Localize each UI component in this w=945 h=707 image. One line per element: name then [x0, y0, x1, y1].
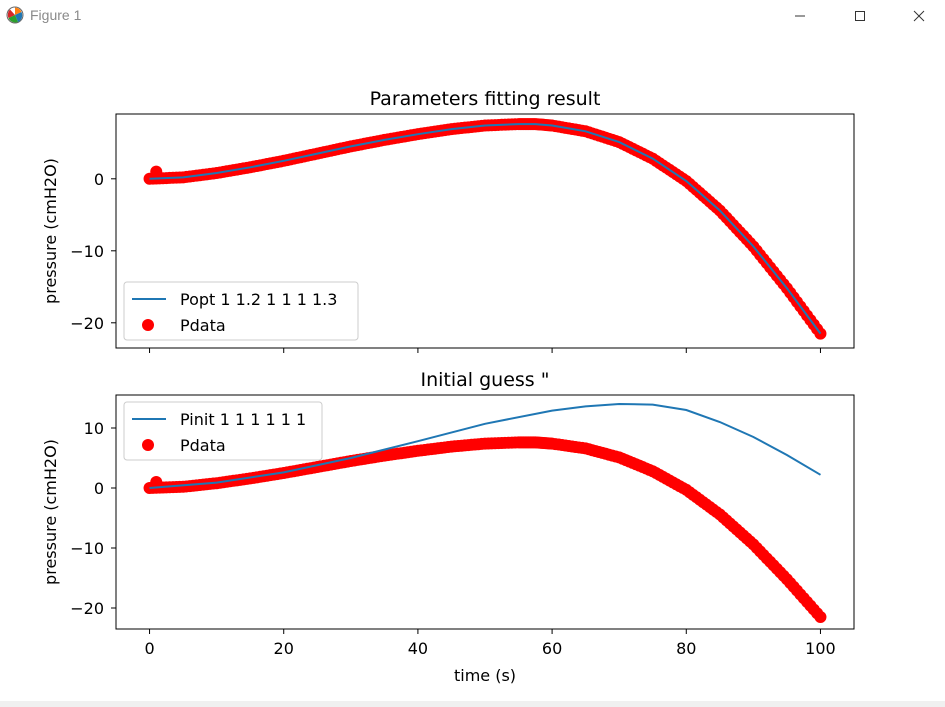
x-axis-label: time (s)	[454, 666, 516, 685]
x-tick-label: 0	[144, 639, 154, 658]
legend-box	[123, 281, 359, 341]
window-titlebar: Figure 1	[0, 0, 945, 32]
close-icon	[913, 10, 925, 22]
x-tick-label: 40	[408, 639, 428, 658]
y-tick-label: 0	[94, 170, 104, 189]
chart-title: Initial guess "	[421, 369, 550, 391]
matplotlib-app-icon	[6, 6, 24, 24]
x-tick-label: 20	[274, 639, 294, 658]
x-tick-label: 80	[676, 639, 696, 658]
series-line	[149, 123, 822, 335]
legend-marker	[142, 439, 154, 451]
y-tick-label: −10	[70, 539, 104, 558]
figure-canvas: Parameters fitting result 0 −10 −20 pressure…	[41, 88, 855, 685]
x-tick-label: 100	[805, 639, 836, 658]
legend-label: Pinit 1 1 1 1 1 1	[180, 410, 306, 429]
chart-title: Parameters fitting result	[370, 88, 601, 110]
legend-label: Popt 1 1.2 1 1 1 1.3	[180, 290, 337, 309]
legend: Pinit 1 1 1 1 1 1 Pdata	[123, 401, 323, 461]
y-tick-label: 0	[94, 479, 104, 498]
x-tick-label: 60	[542, 639, 562, 658]
legend-label: Pdata	[180, 436, 226, 455]
series-group	[143, 118, 827, 340]
maximize-icon	[855, 11, 865, 21]
series-group	[143, 402, 827, 623]
close-button[interactable]	[896, 0, 942, 32]
legend-box	[123, 401, 323, 461]
legend-marker	[142, 319, 154, 331]
y-tick-label: 10	[84, 419, 104, 438]
data-point	[814, 611, 827, 623]
data-point	[150, 165, 163, 178]
maximize-button[interactable]	[837, 0, 883, 32]
data-point	[150, 476, 163, 488]
y-tick-label: −20	[70, 599, 104, 618]
series-line	[149, 402, 822, 489]
legend: Popt 1 1.2 1 1 1 1.3 Pdata	[123, 281, 359, 341]
y-tick-label: −10	[70, 242, 104, 261]
minimize-button[interactable]	[777, 0, 823, 32]
window-title: Figure 1	[30, 7, 82, 23]
status-bar	[0, 701, 945, 707]
y-tick-label: −20	[70, 314, 104, 333]
legend-label: Pdata	[180, 316, 226, 335]
y-axis-label: pressure (cmH2O)	[41, 439, 60, 585]
minimize-icon	[795, 15, 805, 17]
y-axis-label: pressure (cmH2O)	[41, 158, 60, 304]
